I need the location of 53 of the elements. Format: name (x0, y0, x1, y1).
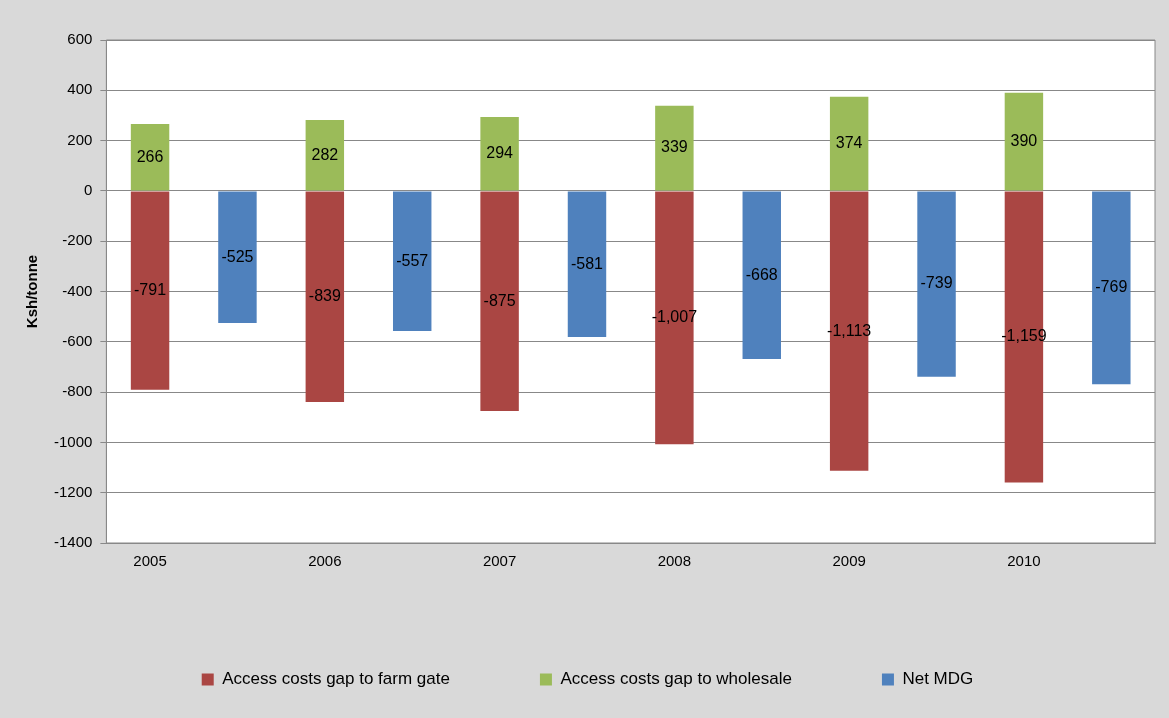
legend-label: Net MDG (902, 669, 974, 689)
y-tick-label: -1400 (53, 533, 93, 551)
y-tick-label: -600 (62, 331, 93, 349)
x-tick-label: 2005 (133, 552, 167, 570)
data-label: 266 (136, 147, 164, 165)
data-label: -668 (745, 265, 778, 283)
bar (742, 191, 781, 359)
bar (917, 191, 956, 377)
data-label: 294 (486, 144, 514, 162)
legend-label: Access costs gap to farm gate (222, 669, 450, 689)
x-tick-label: 2009 (832, 552, 866, 570)
data-label: 374 (835, 134, 863, 152)
x-tick-label: 2006 (308, 552, 342, 570)
data-label: -525 (221, 247, 254, 265)
x-tick-label: 2008 (657, 552, 692, 570)
bar (1092, 191, 1131, 385)
y-tick-label: 600 (67, 30, 93, 48)
bar (567, 191, 607, 338)
y-tick-label: 200 (67, 130, 93, 148)
bar (305, 119, 345, 191)
bar (130, 124, 170, 191)
data-label: -839 (308, 287, 341, 305)
bar (829, 96, 869, 191)
y-axis-title: Ksh/tonne (23, 254, 41, 329)
x-tick-label: 2010 (1007, 552, 1041, 570)
y-tick-label: -1000 (53, 432, 93, 450)
data-label: 390 (1010, 132, 1038, 150)
bar (655, 105, 694, 191)
legend-label: Access costs gap to wholesale (560, 669, 792, 689)
data-label: -769 (1095, 278, 1128, 296)
y-tick-label: 400 (67, 80, 93, 98)
bar (480, 116, 519, 191)
data-label: -875 (483, 291, 516, 309)
y-tick-label: -800 (62, 382, 93, 400)
bar (829, 191, 869, 471)
bar (1004, 92, 1044, 191)
data-label: -557 (396, 251, 429, 269)
y-tick-label: -200 (62, 231, 93, 249)
data-label: -739 (920, 274, 953, 292)
bar (1004, 191, 1044, 483)
y-tick-label: -1200 (53, 482, 93, 500)
bar (392, 191, 432, 331)
bar (305, 191, 345, 402)
data-label: 282 (311, 145, 339, 163)
data-label: -791 (134, 281, 167, 299)
y-tick-label: 0 (84, 181, 93, 199)
x-tick-label: 2007 (482, 552, 517, 570)
bar (480, 191, 519, 411)
bar (130, 191, 170, 390)
data-label: 339 (661, 138, 688, 156)
data-label: -581 (570, 254, 604, 272)
y-tick-label: -400 (62, 281, 93, 299)
bar (218, 191, 257, 323)
